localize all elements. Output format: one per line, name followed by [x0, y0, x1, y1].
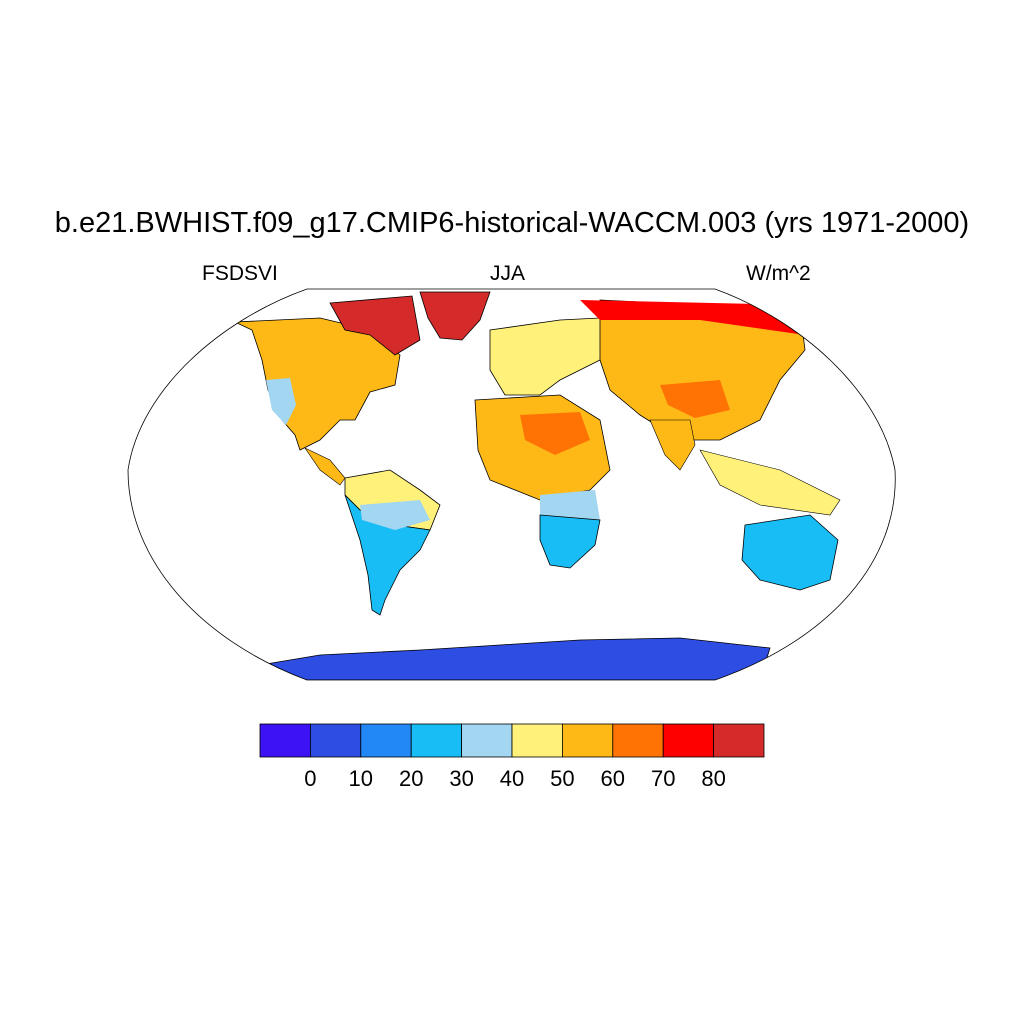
australia [741, 514, 839, 591]
southern-africa [539, 514, 601, 569]
colorbar-swatch [309, 723, 362, 758]
colorbar-tick-label: 10 [349, 766, 373, 791]
colorbar-swatch [410, 723, 463, 758]
colorbar-swatch [612, 723, 664, 758]
colorbar-tick-label: 70 [651, 766, 675, 791]
greenland [419, 291, 491, 341]
india [649, 419, 696, 471]
colorbar-tick-label: 30 [449, 766, 473, 791]
colorbar-tick-label: 60 [601, 766, 625, 791]
canadian-arctic [329, 295, 421, 356]
colorbar-swatch [461, 723, 513, 758]
variable-label: FSDSVI [202, 262, 278, 285]
colorbar-tick-label: 50 [550, 766, 574, 791]
arctic-russia [580, 300, 805, 335]
colorbar-swatch [662, 723, 715, 758]
map-boundary [127, 288, 896, 681]
southeast-asia [699, 449, 841, 516]
colorbar-tick-label: 0 [304, 766, 316, 791]
colorbar-swatch [360, 723, 412, 758]
colorbar-swatch [259, 723, 311, 758]
colorbar-swatch [562, 723, 614, 758]
colorbar-tick-label: 80 [701, 766, 725, 791]
antarctica [259, 637, 771, 680]
colorbar-tick-label: 40 [500, 766, 524, 791]
colorbar-tick-label: 20 [399, 766, 423, 791]
western-us [266, 378, 296, 425]
central-america [304, 447, 346, 486]
plot-title: b.e21.BWHIST.f09_g17.CMIP6-historical-WA… [54, 207, 970, 239]
colorbar-swatch [713, 723, 765, 758]
units-label: W/m^2 [746, 262, 811, 285]
brazil-band [360, 500, 430, 530]
season-label: JJA [490, 262, 526, 285]
sahara-core [520, 412, 590, 455]
tibet [660, 380, 730, 418]
colorbar-swatch [511, 723, 563, 758]
